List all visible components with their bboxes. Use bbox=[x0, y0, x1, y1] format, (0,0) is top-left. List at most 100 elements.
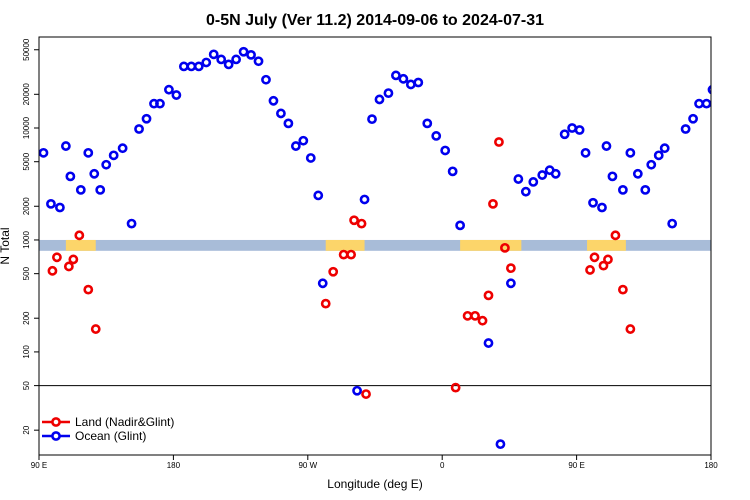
ocean-point bbox=[55, 202, 65, 213]
ocean-point bbox=[253, 56, 264, 67]
ocean-point bbox=[653, 150, 664, 161]
ocean-point bbox=[537, 170, 548, 180]
land-point bbox=[90, 324, 101, 334]
y-tick-label: 20 bbox=[22, 425, 31, 434]
ocean-point bbox=[667, 218, 678, 229]
ocean-point bbox=[216, 54, 227, 65]
ocean-point bbox=[305, 153, 316, 163]
ocean-point bbox=[391, 70, 401, 81]
ocean-point bbox=[601, 141, 612, 151]
legend-item: Ocean (Glint) bbox=[42, 429, 146, 443]
ocean-point bbox=[276, 108, 286, 119]
ocean-point bbox=[117, 143, 128, 154]
ocean-point bbox=[46, 198, 56, 209]
ocean-point bbox=[317, 278, 328, 289]
legend-label: Land (Nadir&Glint) bbox=[75, 415, 174, 429]
ocean-point bbox=[201, 57, 212, 68]
legend-item: Land (Nadir&Glint) bbox=[42, 415, 174, 429]
land-point bbox=[361, 389, 371, 399]
ocean-point bbox=[483, 338, 494, 348]
ocean-point bbox=[607, 171, 618, 182]
y-tick-label: 2000 bbox=[22, 197, 31, 215]
ocean-point bbox=[625, 147, 636, 158]
legend-marker-icon bbox=[51, 431, 61, 441]
y-tick-label: 500 bbox=[22, 266, 31, 280]
ocean-point bbox=[178, 61, 189, 72]
ocean-point bbox=[431, 131, 442, 141]
ocean-point bbox=[359, 194, 370, 205]
ocean-point bbox=[238, 46, 249, 57]
ocean-point bbox=[171, 90, 182, 100]
ocean-point bbox=[83, 147, 94, 158]
land-point bbox=[63, 261, 74, 272]
land-point bbox=[494, 137, 504, 147]
land-mask-segment bbox=[460, 239, 522, 251]
ocean-point bbox=[261, 74, 271, 85]
x-tick-label: 0 bbox=[440, 461, 445, 470]
y-tick-label: 50 bbox=[22, 381, 31, 390]
ocean-point bbox=[223, 59, 234, 70]
y-tick-label: 50000 bbox=[22, 38, 31, 61]
plot-background bbox=[39, 239, 711, 387]
land-point bbox=[320, 298, 331, 309]
ocean-point bbox=[680, 124, 691, 134]
ocean-point bbox=[405, 79, 416, 90]
ocean-point bbox=[108, 150, 119, 161]
land-point bbox=[598, 260, 609, 271]
ocean-point bbox=[141, 113, 152, 124]
land-mask-segment bbox=[587, 239, 626, 251]
ocean-point bbox=[186, 61, 197, 72]
ocean-point bbox=[367, 114, 377, 125]
land-point bbox=[338, 249, 349, 260]
x-tick-label: 180 bbox=[704, 461, 718, 470]
ocean-point bbox=[383, 88, 394, 99]
ocean-point bbox=[374, 94, 385, 105]
ocean-point bbox=[298, 135, 309, 146]
land-point bbox=[52, 252, 62, 263]
plot-frame bbox=[38, 36, 712, 456]
ocean-point bbox=[559, 129, 570, 140]
ocean-point bbox=[155, 98, 165, 109]
legend: Land (Nadir&Glint)Ocean (Glint) bbox=[42, 415, 174, 443]
land-point bbox=[346, 249, 357, 260]
ocean-point bbox=[455, 220, 466, 231]
ocean-point bbox=[659, 143, 670, 154]
land-point bbox=[328, 266, 339, 277]
land-point bbox=[585, 265, 595, 275]
ocean-point bbox=[505, 278, 516, 289]
land-point bbox=[488, 198, 498, 209]
x-tick-label: 180 bbox=[167, 461, 181, 470]
y-tick-label: 100 bbox=[22, 345, 31, 359]
land-point bbox=[477, 315, 488, 326]
land-point bbox=[625, 324, 636, 334]
ocean-point bbox=[290, 141, 301, 151]
ocean-point bbox=[60, 141, 71, 151]
x-tick-label: 90 E bbox=[568, 461, 584, 470]
axes: 90 E 180 90 W 0 90 E 180 20 50 100 200 500 1000 2000… bbox=[22, 38, 718, 470]
land-point bbox=[483, 290, 494, 301]
ocean-point bbox=[550, 168, 561, 179]
ocean-point bbox=[701, 98, 711, 109]
ocean-point bbox=[520, 186, 531, 197]
ocean-point bbox=[574, 125, 585, 135]
ocean-point bbox=[208, 49, 219, 60]
y-tick-label: 200 bbox=[22, 311, 31, 325]
land-point bbox=[505, 263, 516, 274]
ocean-point bbox=[588, 197, 598, 208]
ocean-point bbox=[89, 168, 100, 179]
land-point bbox=[617, 284, 628, 295]
land-point bbox=[356, 218, 367, 229]
data-points bbox=[39, 46, 711, 450]
land-point bbox=[462, 310, 473, 321]
ocean-point bbox=[597, 202, 607, 213]
ocean-point bbox=[447, 166, 458, 177]
ocean-point bbox=[126, 218, 137, 229]
ocean-point bbox=[528, 177, 539, 187]
ocean-point bbox=[632, 168, 643, 179]
ocean-point bbox=[422, 118, 433, 129]
band bbox=[39, 239, 711, 251]
ocean-point bbox=[134, 124, 144, 134]
ocean-point bbox=[646, 159, 657, 170]
ocean-point bbox=[413, 77, 424, 88]
y-tick-label: 10000 bbox=[22, 116, 31, 139]
